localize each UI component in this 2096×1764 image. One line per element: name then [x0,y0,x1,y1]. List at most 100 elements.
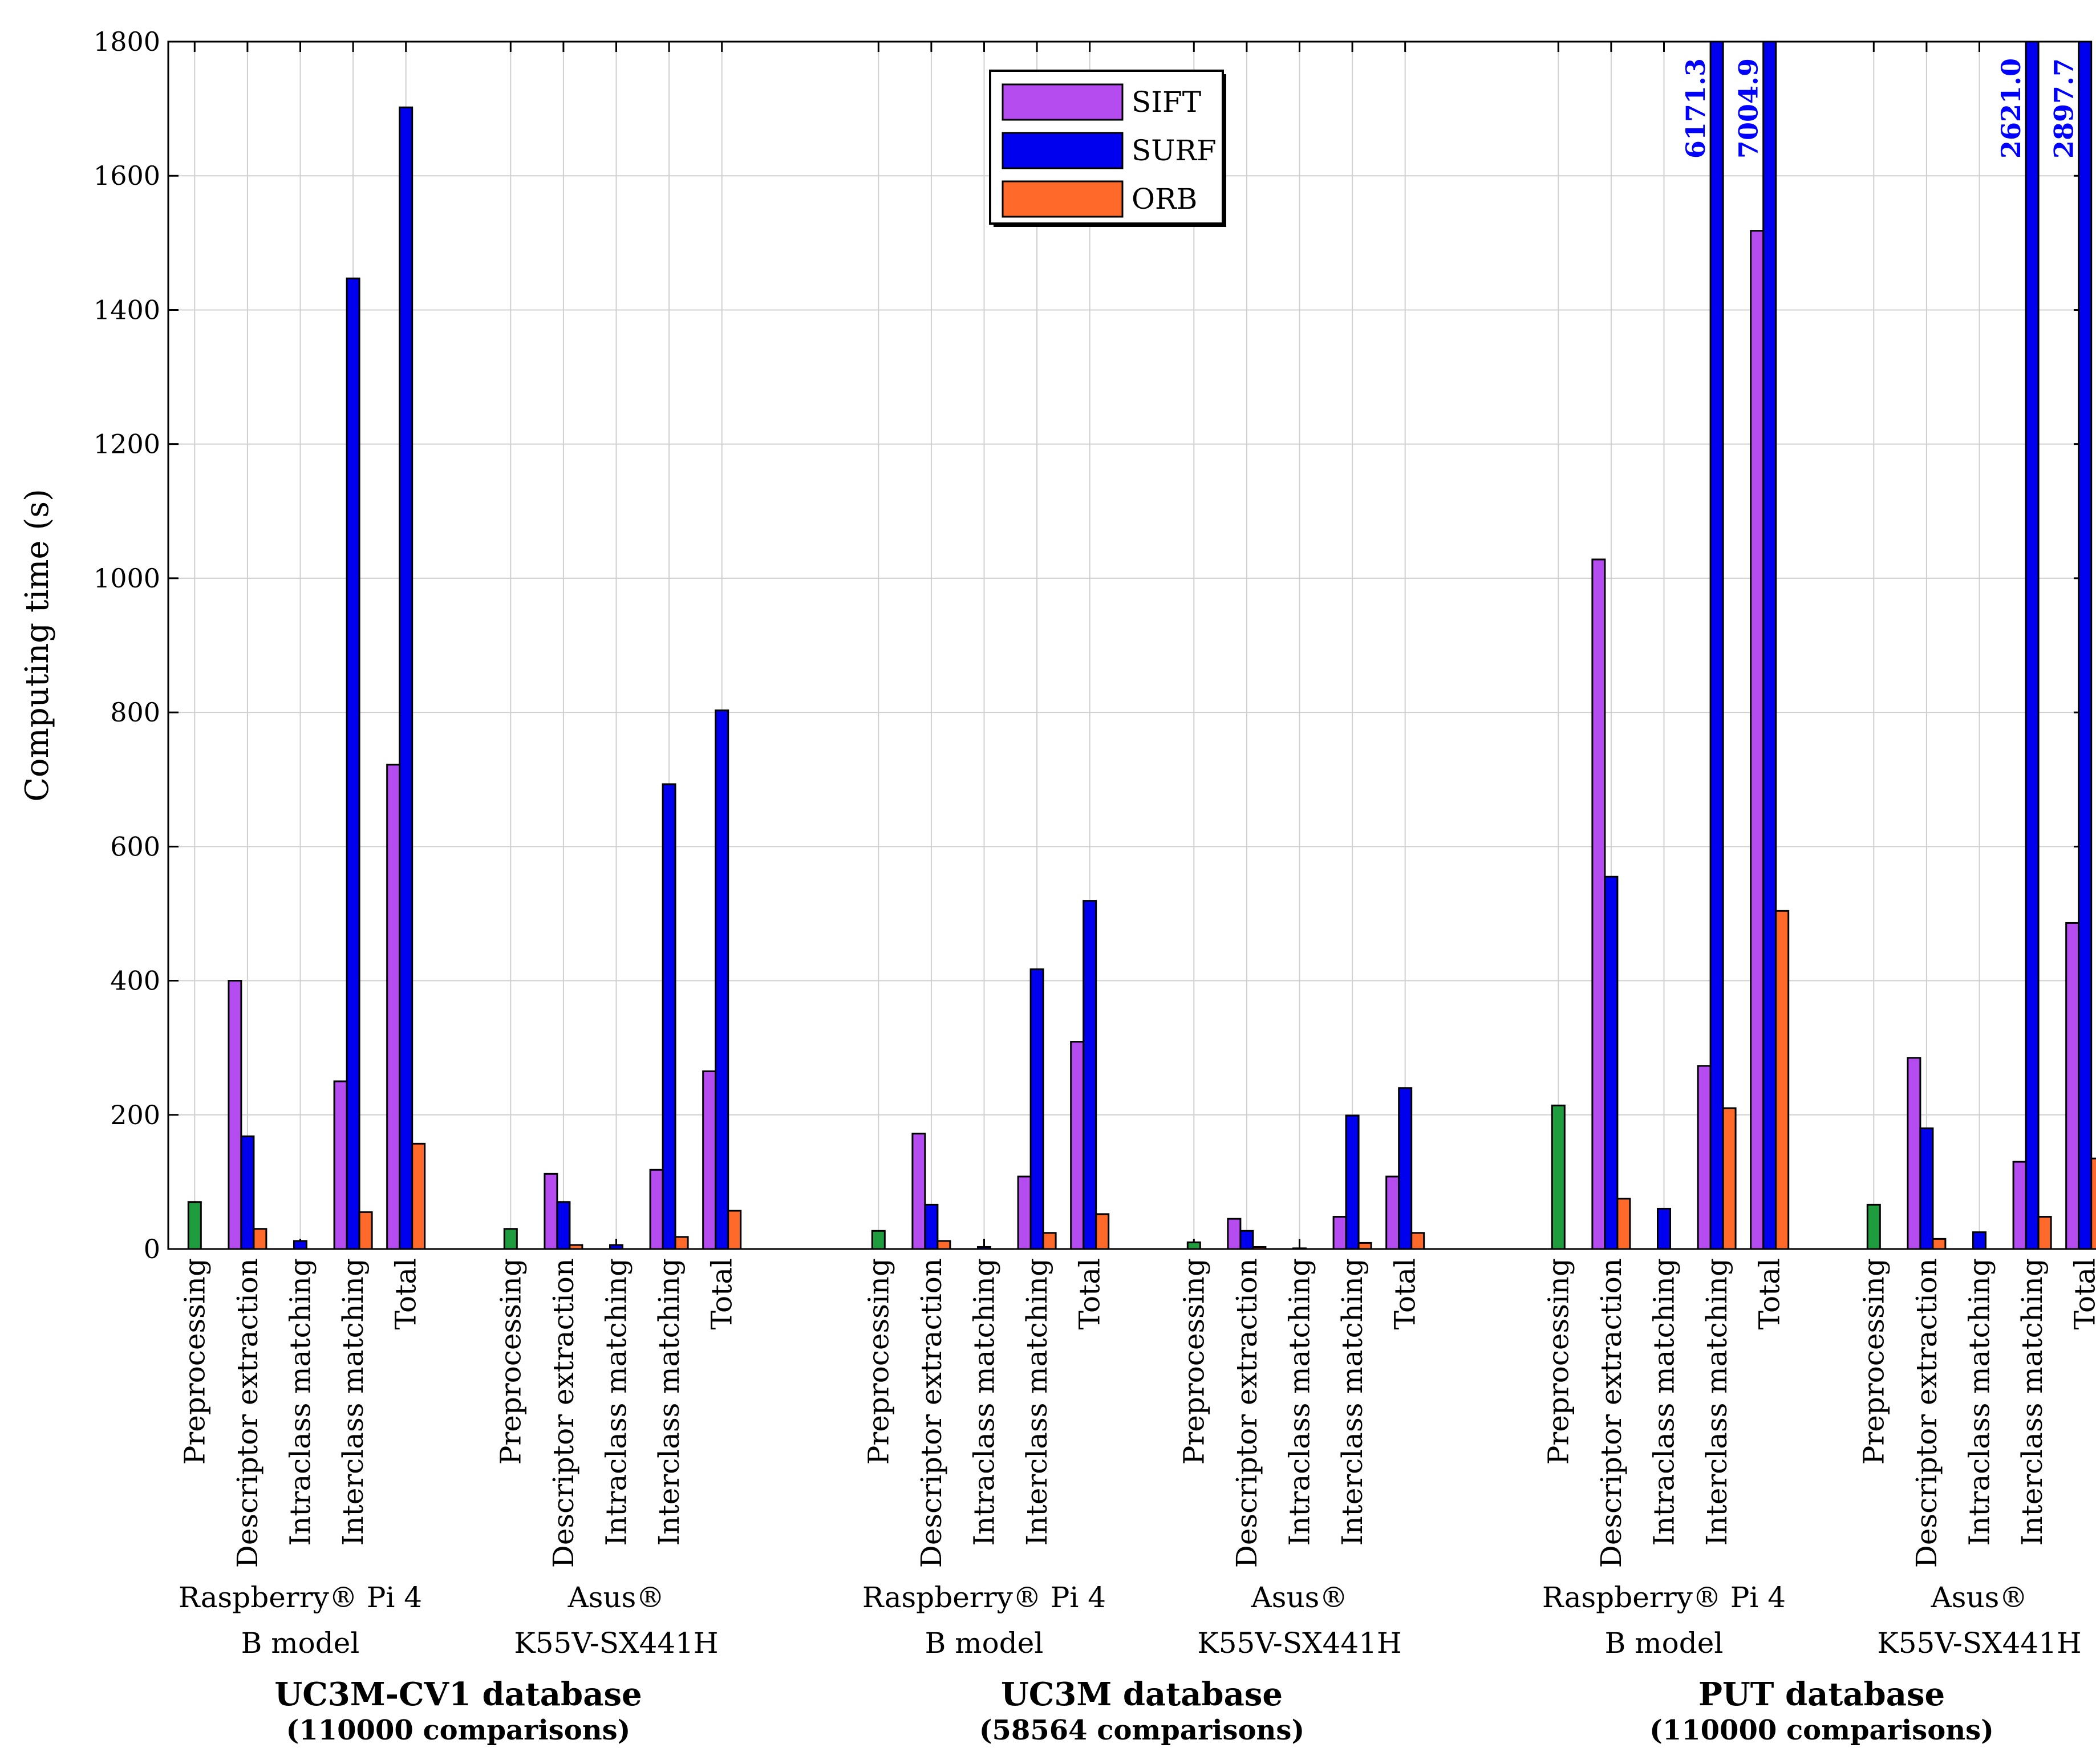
bar-sift-total [386,764,401,1250]
device-label-line2: K55V-SX441H [1197,1627,1401,1660]
device-label-line1: Raspberry® Pi 4 [179,1581,422,1614]
bar-orb-descriptor-extraction [936,1240,951,1250]
overflow-value-label: 7004.9 [1733,58,1764,159]
y-tick-label: 1800 [94,26,160,57]
bar-surf-total [1398,1087,1413,1250]
category-label: Preprocessing [178,1258,211,1465]
category-label: Total [1389,1258,1422,1329]
category-label: Total [706,1258,739,1329]
category-label: Descriptor extraction [1230,1258,1263,1568]
bar-surf-interclass-matching [1709,40,1724,1250]
bar-sift-descriptor-extraction [1227,1218,1242,1250]
category-label: Intraclass matching [1963,1258,1996,1546]
bar-surf-intraclass-matching [1972,1231,1986,1250]
bar-sift-interclass-matching [333,1080,348,1250]
category-label: Interclass matching [1020,1258,1053,1546]
bar-orb-interclass-matching [1722,1107,1737,1250]
bar-sift-descriptor-extraction [228,980,242,1250]
y-tick-label: 1000 [94,563,160,594]
legend-label-surf: SURF [1132,134,1217,167]
bar-surf-interclass-matching [1345,1114,1360,1250]
bar-preprocessing [503,1228,518,1250]
bar-orb-descriptor-extraction [253,1228,267,1250]
category-label: Interclass matching [337,1258,370,1546]
bar-surf-descriptor-extraction [240,1135,255,1250]
device-label-line2: B model [925,1627,1044,1660]
overflow-value-label: 2621.0 [1996,58,2026,159]
overflow-value-label: 2897.7 [2049,58,2079,159]
bar-sift-total [702,1070,717,1250]
category-label: Intraclass matching [1283,1258,1316,1546]
bar-orb-total [1410,1232,1425,1250]
category-label: Descriptor extraction [231,1258,264,1568]
category-label: Preprocessing [1542,1258,1575,1465]
bar-surf-descriptor-extraction [1239,1230,1254,1250]
database-subtitle: (110000 comparisons) [286,1714,631,1746]
category-label: Intraclass matching [968,1258,1001,1546]
device-label-line2: B model [241,1627,360,1660]
category-label: Interclass matching [1336,1258,1369,1546]
bar-sift-total [1070,1041,1085,1250]
bar-surf-descriptor-extraction [924,1203,939,1250]
category-label: Descriptor extraction [1595,1258,1628,1568]
bar-orb-descriptor-extraction [1616,1198,1631,1250]
legend: SIFT SURF ORB [989,70,1226,227]
device-label-line1: Raspberry® Pi 4 [862,1581,1106,1614]
device-label-line2: K55V-SX441H [514,1627,718,1660]
legend-swatch-sift [1002,83,1124,121]
bar-sift-total [2065,922,2080,1250]
bar-surf-descriptor-extraction [1604,875,1619,1250]
device-label-line1: Asus® [1251,1581,1348,1614]
category-label: Descriptor extraction [1910,1258,1943,1568]
bar-surf-intraclass-matching [1292,1247,1307,1250]
device-label-line1: Raspberry® Pi 4 [1542,1581,1786,1614]
bar-orb-interclass-matching [1357,1242,1372,1250]
device-label-line2: K55V-SX441H [1877,1627,2081,1660]
y-tick-label: 200 [110,1100,160,1130]
bar-orb-descriptor-extraction [1252,1246,1267,1250]
bar-surf-total [399,106,413,1250]
bar-surf-intraclass-matching [977,1246,991,1250]
bar-orb-total [411,1142,426,1250]
category-label: Interclass matching [2016,1258,2049,1546]
bar-preprocessing [1186,1241,1201,1250]
bar-sift-descriptor-extraction [1907,1057,1921,1250]
bar-surf-total [715,709,729,1250]
bar-sift-total [1385,1175,1400,1250]
bar-orb-total [2090,1157,2096,1250]
bar-sift-total [1750,230,1765,1250]
legend-label-orb: ORB [1132,183,1197,216]
database-title: UC3M-CV1 database [274,1676,642,1713]
category-label: Preprocessing [1857,1258,1890,1465]
device-label-line1: Asus® [1931,1581,2028,1614]
bar-orb-interclass-matching [674,1236,689,1250]
y-tick-label: 600 [110,831,160,862]
bar-preprocessing [187,1201,202,1250]
bar-surf-intraclass-matching [609,1244,623,1250]
bar-surf-descriptor-extraction [1919,1127,1934,1250]
bar-sift-descriptor-extraction [911,1133,926,1250]
bar-surf-interclass-matching [1029,968,1044,1250]
bar-orb-total [727,1210,742,1250]
bar-surf-interclass-matching [346,277,360,1250]
y-tick-label: 1600 [94,160,160,191]
category-label: Intraclass matching [600,1258,633,1546]
bar-orb-interclass-matching [2037,1216,2052,1250]
y-tick-label: 400 [110,966,160,996]
category-label: Total [1073,1258,1106,1329]
bar-surf-intraclass-matching [293,1240,307,1250]
device-label-line2: B model [1605,1627,1724,1660]
bar-orb-interclass-matching [358,1211,373,1250]
y-tick-label: 0 [144,1234,160,1264]
category-label: Preprocessing [1177,1258,1210,1465]
overflow-value-label: 6171.3 [1680,58,1711,159]
database-title: PUT database [1698,1676,1945,1713]
bar-sift-descriptor-extraction [1591,558,1606,1250]
y-axis-label: Computing time (s) [19,489,56,802]
database-subtitle: (58564 comparisons) [979,1714,1304,1746]
bar-orb-total [1095,1213,1110,1250]
legend-swatch-surf [1002,132,1124,169]
bar-preprocessing [871,1230,886,1250]
